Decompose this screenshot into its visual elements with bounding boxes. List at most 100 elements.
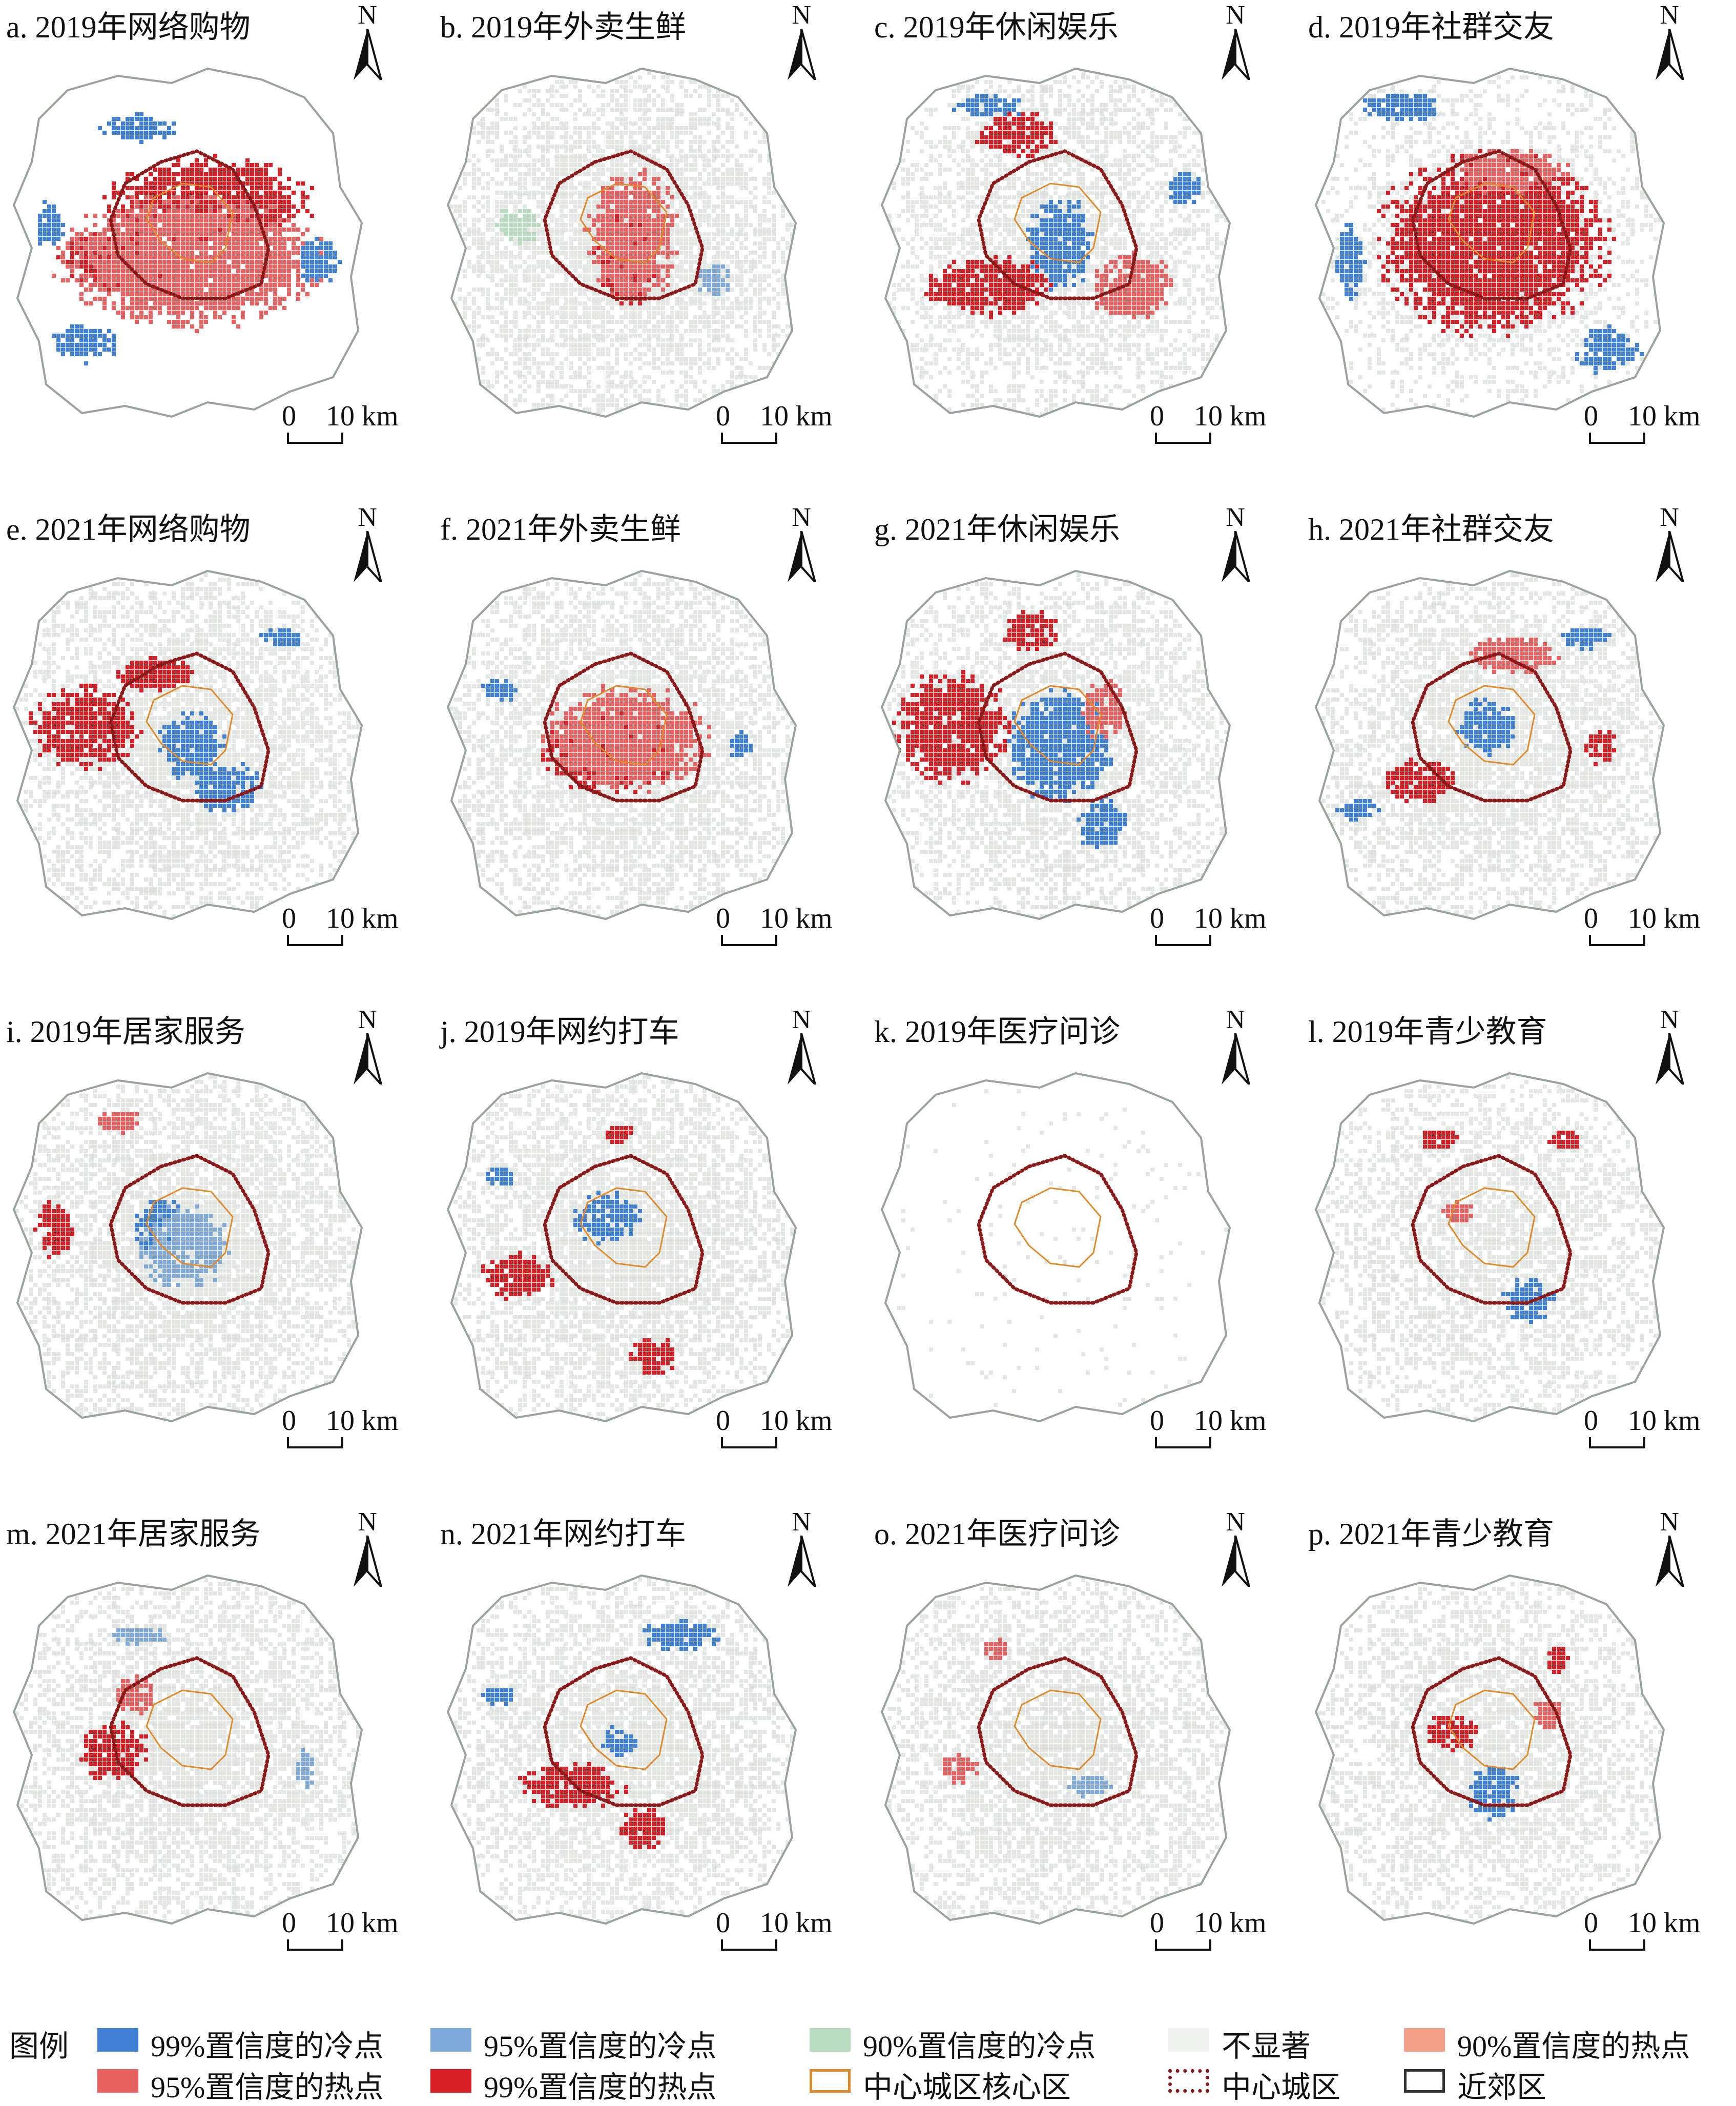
suburb-boundary [1314,569,1665,921]
scale-distance-label: 10 km [760,1907,833,1939]
core-area-boundary [146,182,234,263]
scale-distance-label: 10 km [1194,400,1267,432]
hotspot-cluster [606,1126,633,1144]
hotspot-cluster [1441,1200,1473,1222]
nonsignificant-cells [15,1578,362,1923]
suburb-boundary [1314,67,1665,418]
map-h [1314,569,1665,921]
suburb-boundary [446,569,797,921]
north-label: N [1226,1507,1245,1537]
map-o [880,1574,1231,1925]
hotspot-cluster [1169,172,1201,204]
map-panel-b: b. 2019年外卖生鲜 N 0 10 km [434,0,868,502]
core-area-boundary [1014,1187,1102,1268]
hotspot-layer [449,573,794,918]
north-label: N [358,503,377,532]
nonsignificant-cells [897,1089,1228,1407]
panel-title: a. 2019年网络购物 [6,10,251,44]
scale-distance-label: 10 km [326,903,399,934]
scale-distance-label: 10 km [1194,1907,1267,1939]
scale-zero-label: 0 [282,1405,296,1437]
scale-zero-label: 0 [716,1907,730,1939]
hotspot-cluster [1067,1776,1113,1798]
hotspot-cluster [1575,324,1644,375]
hotspot-cluster [1335,223,1367,301]
hotspot-cluster [892,670,1011,785]
hotspot-cluster [481,1688,513,1706]
legend-label: 90%置信度的冷点 [863,2030,1096,2063]
hotspot-cluster [601,1725,637,1757]
north-label: N [1226,1,1245,30]
north-arrow-icon: N [778,1507,824,1594]
central-city-boundary [977,1656,1139,1807]
hotspot-cluster [296,1748,314,1789]
map-i [12,1072,363,1423]
scale-distance-label: 10 km [760,1405,833,1437]
scale-zero-label: 0 [282,903,296,934]
suburb-boundary [446,1574,797,1925]
map-panel-p: p. 2021年青少教育 N 0 10 km [1302,1507,1736,2009]
map-p [1314,1574,1665,1925]
scale-distance-label: 10 km [1194,1405,1267,1437]
hotspot-cluster [1026,200,1094,292]
scale-bar: 0 10 km [711,1404,864,1461]
hotspot-cluster [1469,638,1561,674]
panel-title: k. 2019年医疗问诊 [874,1015,1120,1049]
scale-bar: 0 10 km [711,400,864,456]
north-arrow-icon: N [1212,1507,1258,1594]
legend-swatch [1404,2069,1445,2093]
suburb-boundary [880,1072,1231,1423]
hotspot-cluster [33,1200,74,1259]
hotspot-cluster [698,264,730,296]
nonsignificant-cells [1317,1582,1664,1923]
central-city-boundary [1411,1656,1573,1807]
north-arrow-icon: N [778,1005,824,1092]
legend-title: 图例 [9,2030,69,2063]
map-j [446,1072,797,1423]
map-e [12,569,363,921]
hotspot-cluster [481,679,518,702]
legend-label: 95%置信度的热点 [151,2071,384,2104]
core-area-boundary [1448,685,1536,766]
hotspot-cluster [1428,1716,1478,1752]
central-city-boundary [977,1154,1139,1305]
central-city-boundary [109,149,271,300]
map-d [1314,67,1665,418]
central-city-boundary [109,1154,271,1305]
map-k [880,1072,1231,1423]
north-label: N [792,503,811,532]
hotspot-cluster [1469,1767,1519,1822]
north-label: N [358,1005,377,1034]
map-panel-o: o. 2021年医疗问诊 N 0 10 km [868,1507,1302,2009]
central-city-boundary [1411,651,1573,803]
scale-zero-label: 0 [1150,400,1164,432]
scale-bar: 0 10 km [711,902,864,958]
legend-swatch [810,2069,851,2093]
panel-title: b. 2019年外卖生鲜 [440,10,686,44]
map-b [446,67,797,418]
hotspot-cluster [102,154,314,246]
map-a [12,67,363,418]
legend-swatch [810,2028,851,2052]
map-panel-i: i. 2019年居家服务 N 0 10 km [0,1005,434,1507]
scale-bar: 0 10 km [1579,1907,1732,1963]
map-panel-n: n. 2021年网约打车 N 0 10 km [434,1507,868,2009]
map-grid: a. 2019年网络购物 N 0 10 km b. 2019年外卖生鲜 N 0 10 km c.… [0,0,1736,2009]
panel-title: o. 2021年医疗问诊 [874,1517,1120,1551]
map-panel-d: d. 2019年社群交友 N 0 10 km [1302,0,1736,502]
legend-label: 中心城区核心区 [863,2071,1071,2104]
north-arrow-icon: N [344,1507,390,1594]
suburb-boundary [12,67,363,418]
panel-title: j. 2019年网约打车 [440,1015,679,1049]
hotspot-cluster [139,1204,231,1287]
core-area-boundary [146,1689,234,1770]
hotspot-cluster [486,1168,513,1185]
scale-bar: 0 10 km [1579,400,1732,456]
central-city-boundary [1411,1154,1573,1305]
nonsignificant-cells [887,573,1228,918]
scale-distance-label: 10 km [326,1907,399,1939]
scale-bar: 0 10 km [1145,902,1298,958]
map-panel-j: j. 2019年网约打车 N 0 10 km [434,1005,868,1507]
legend-swatch [430,2028,471,2052]
hotspot-cluster [301,237,342,282]
